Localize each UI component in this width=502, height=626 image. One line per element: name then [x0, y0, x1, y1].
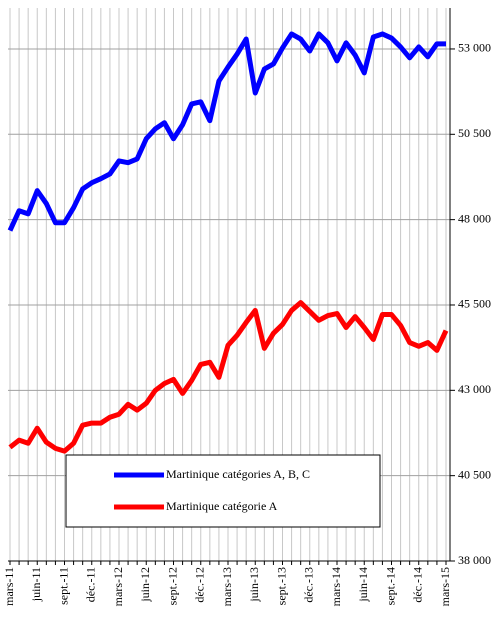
x-tick-label: mars-11 — [2, 567, 16, 606]
y-tick-label: 45 500 — [458, 297, 491, 311]
legend-box — [65, 454, 381, 528]
y-tick-label: 53 000 — [458, 41, 491, 55]
x-tick-label: juin-12 — [138, 567, 152, 603]
x-tick-label: juin-11 — [29, 567, 43, 602]
series-line — [7, 31, 446, 232]
y-tick-label: 48 000 — [458, 211, 491, 225]
x-tick-label: déc.-12 — [193, 567, 207, 603]
x-tick-label: mars-13 — [220, 567, 234, 606]
y-tick-label: 50 500 — [458, 126, 491, 140]
x-tick-label: juin-14 — [356, 567, 370, 603]
x-tick-label: déc.-14 — [411, 567, 425, 603]
x-tick-label: sept.-13 — [274, 567, 288, 605]
x-tick-label: sept.-11 — [56, 567, 70, 605]
y-tick-label: 43 000 — [458, 382, 491, 396]
legend-label: Martinique catégories A, B, C — [166, 467, 310, 481]
legend-label: Martinique catégorie A — [166, 499, 278, 513]
x-tick-label: mars-12 — [111, 567, 125, 606]
y-tick-label: 38 000 — [458, 553, 491, 567]
series-line — [8, 300, 449, 454]
x-tick-label: mars-15 — [438, 567, 452, 606]
x-tick-label: déc.-11 — [84, 567, 98, 602]
x-tick-label: sept.-12 — [165, 567, 179, 605]
x-tick-label: sept.-14 — [383, 567, 397, 605]
x-tick-label: déc.-13 — [302, 567, 316, 603]
x-tick-label: mars-14 — [329, 567, 343, 606]
y-tick-label: 40 500 — [458, 467, 491, 481]
x-tick-label: juin-13 — [247, 567, 261, 603]
